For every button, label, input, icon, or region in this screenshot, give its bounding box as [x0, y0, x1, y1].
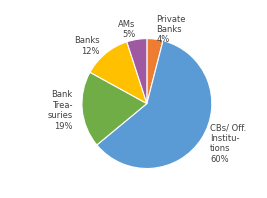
Wedge shape — [127, 39, 147, 104]
Text: Bank
Trea-
suries
19%: Bank Trea- suries 19% — [47, 90, 73, 131]
Wedge shape — [97, 41, 212, 168]
Wedge shape — [82, 72, 147, 145]
Text: AMs
5%: AMs 5% — [118, 20, 135, 39]
Text: Banks
12%: Banks 12% — [74, 36, 99, 56]
Text: CBs/ Off.
Institu-
tions
60%: CBs/ Off. Institu- tions 60% — [210, 124, 246, 164]
Wedge shape — [147, 39, 163, 104]
Wedge shape — [90, 42, 147, 104]
Text: Private
Banks
4%: Private Banks 4% — [156, 15, 186, 44]
